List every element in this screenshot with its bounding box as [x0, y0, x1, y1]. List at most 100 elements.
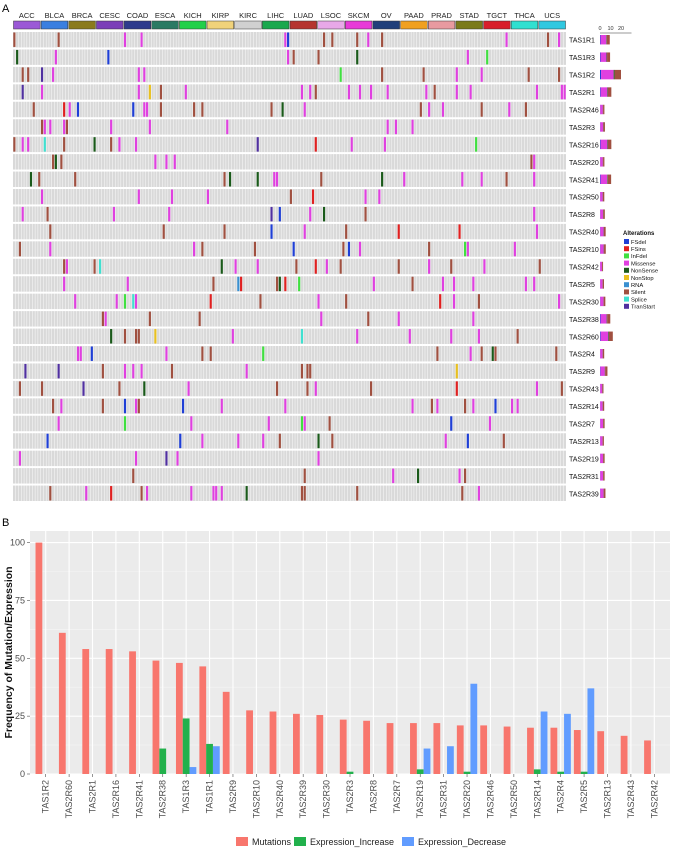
legend-label: Splice	[631, 297, 647, 303]
alteration-mark	[184, 84, 187, 100]
alteration-mark	[49, 119, 52, 135]
alteration-mark	[524, 276, 527, 292]
alteration-mark	[85, 486, 88, 501]
alteration-mark	[126, 276, 129, 292]
alteration-mark	[530, 154, 533, 170]
side-count-bar	[600, 279, 603, 289]
alteration-mark	[483, 259, 486, 274]
x-tick-label: TAS2R42	[649, 780, 659, 818]
alteration-mark	[386, 119, 389, 135]
cancer-type-label: TGCT	[487, 11, 508, 20]
side-count-bar	[601, 69, 614, 80]
alteration-mark	[270, 102, 273, 117]
cancer-type-label: COAD	[127, 11, 149, 20]
x-tick-label: TAS2R7	[392, 780, 402, 813]
alteration-mark	[220, 486, 223, 501]
legend-label: RNA	[631, 283, 643, 289]
x-tick-label: TAS2R50	[509, 780, 519, 818]
bar-chart-panel: 0 25 50 75 100 TAS1R2 TAS2R60 TAS2R1 TAS2R16 TAS2…	[3, 531, 670, 847]
bar-mutations	[246, 710, 253, 774]
side-count-bar	[603, 226, 606, 237]
gene-label: TAS2R39	[569, 491, 599, 498]
y-tick-label: 100	[10, 538, 25, 548]
alteration-mark	[49, 486, 52, 501]
alteration-mark	[154, 154, 157, 170]
alteration-mark	[137, 189, 140, 204]
bar-mutations	[82, 649, 90, 774]
alteration-mark	[123, 416, 127, 431]
cancer-type-bar	[538, 20, 566, 30]
alteration-mark	[511, 398, 514, 414]
alteration-mark	[57, 32, 60, 47]
alteration-mark	[295, 259, 298, 274]
alteration-mark	[65, 119, 68, 135]
alteration-mark	[193, 241, 196, 257]
alteration-mark	[118, 381, 121, 396]
bar-mutations	[386, 723, 394, 774]
side-count-bar	[607, 87, 608, 97]
alteration-mark	[538, 259, 541, 274]
alteration-mark	[300, 486, 304, 501]
alteration-mark	[477, 294, 480, 309]
alteration-mark	[193, 102, 196, 117]
x-tick-label: TAS2R3	[345, 780, 355, 813]
bar-mutations	[480, 725, 488, 774]
alteration-mark	[505, 32, 508, 47]
alteration-mark	[411, 398, 414, 414]
alteration-mark	[367, 32, 370, 47]
alteration-mark	[450, 329, 453, 344]
alteration-mark	[215, 486, 218, 501]
alteration-mark	[40, 67, 44, 82]
alteration-mark	[245, 486, 248, 501]
alteration-mark	[259, 294, 262, 309]
alteration-mark	[563, 84, 566, 100]
alteration-mark	[134, 398, 138, 414]
oncoprint-grid	[13, 31, 566, 502]
alteration-mark	[480, 172, 483, 187]
alteration-mark	[303, 468, 306, 484]
gene-label: TAS1R2	[569, 73, 595, 80]
bar-expression-decrease	[470, 683, 478, 774]
side-count-bar	[600, 52, 607, 62]
alteration-mark	[18, 451, 21, 466]
cancer-type-label: BRCA	[72, 11, 93, 20]
bar-expression-increase	[557, 771, 565, 774]
legend-label: InFdel	[631, 254, 647, 260]
cancer-type-bar	[151, 20, 179, 30]
alteration-mark	[314, 381, 317, 396]
bar-mutations	[339, 719, 347, 774]
alteration-mark	[21, 84, 24, 100]
alteration-mark	[477, 329, 480, 344]
alteration-mark	[369, 381, 373, 396]
cancer-type-bar	[262, 20, 290, 30]
x-tick-label: TAS2R30	[322, 780, 332, 818]
alteration-mark	[524, 102, 527, 117]
gene-label: TAS2R5	[569, 282, 595, 289]
alteration-mark	[494, 346, 497, 361]
alteration-mark	[226, 119, 229, 135]
alteration-mark	[455, 67, 458, 82]
alteration-mark	[394, 119, 398, 135]
alteration-mark	[314, 137, 317, 152]
alteration-mark	[452, 294, 456, 309]
alteration-mark	[430, 398, 433, 414]
bar-expression-decrease	[212, 746, 220, 774]
side-count-bar	[600, 157, 603, 167]
alteration-mark	[535, 84, 539, 100]
alteration-mark	[535, 224, 539, 239]
cancer-type-label: KIRC	[239, 11, 258, 20]
alteration-mark	[486, 49, 489, 65]
alteration-mark	[466, 433, 469, 449]
side-count-bar	[600, 174, 601, 184]
alteration-mark	[372, 276, 375, 292]
alteration-mark	[57, 363, 60, 379]
alteration-mark	[52, 154, 55, 170]
bar-expression-increase	[533, 769, 541, 774]
side-count-bar	[614, 69, 621, 80]
alteration-mark	[458, 468, 461, 484]
legend-key	[236, 837, 248, 846]
alteration-mark	[245, 363, 248, 379]
alteration-mark	[49, 241, 52, 257]
alteration-mark	[231, 329, 234, 344]
alteration-mark	[112, 206, 116, 222]
